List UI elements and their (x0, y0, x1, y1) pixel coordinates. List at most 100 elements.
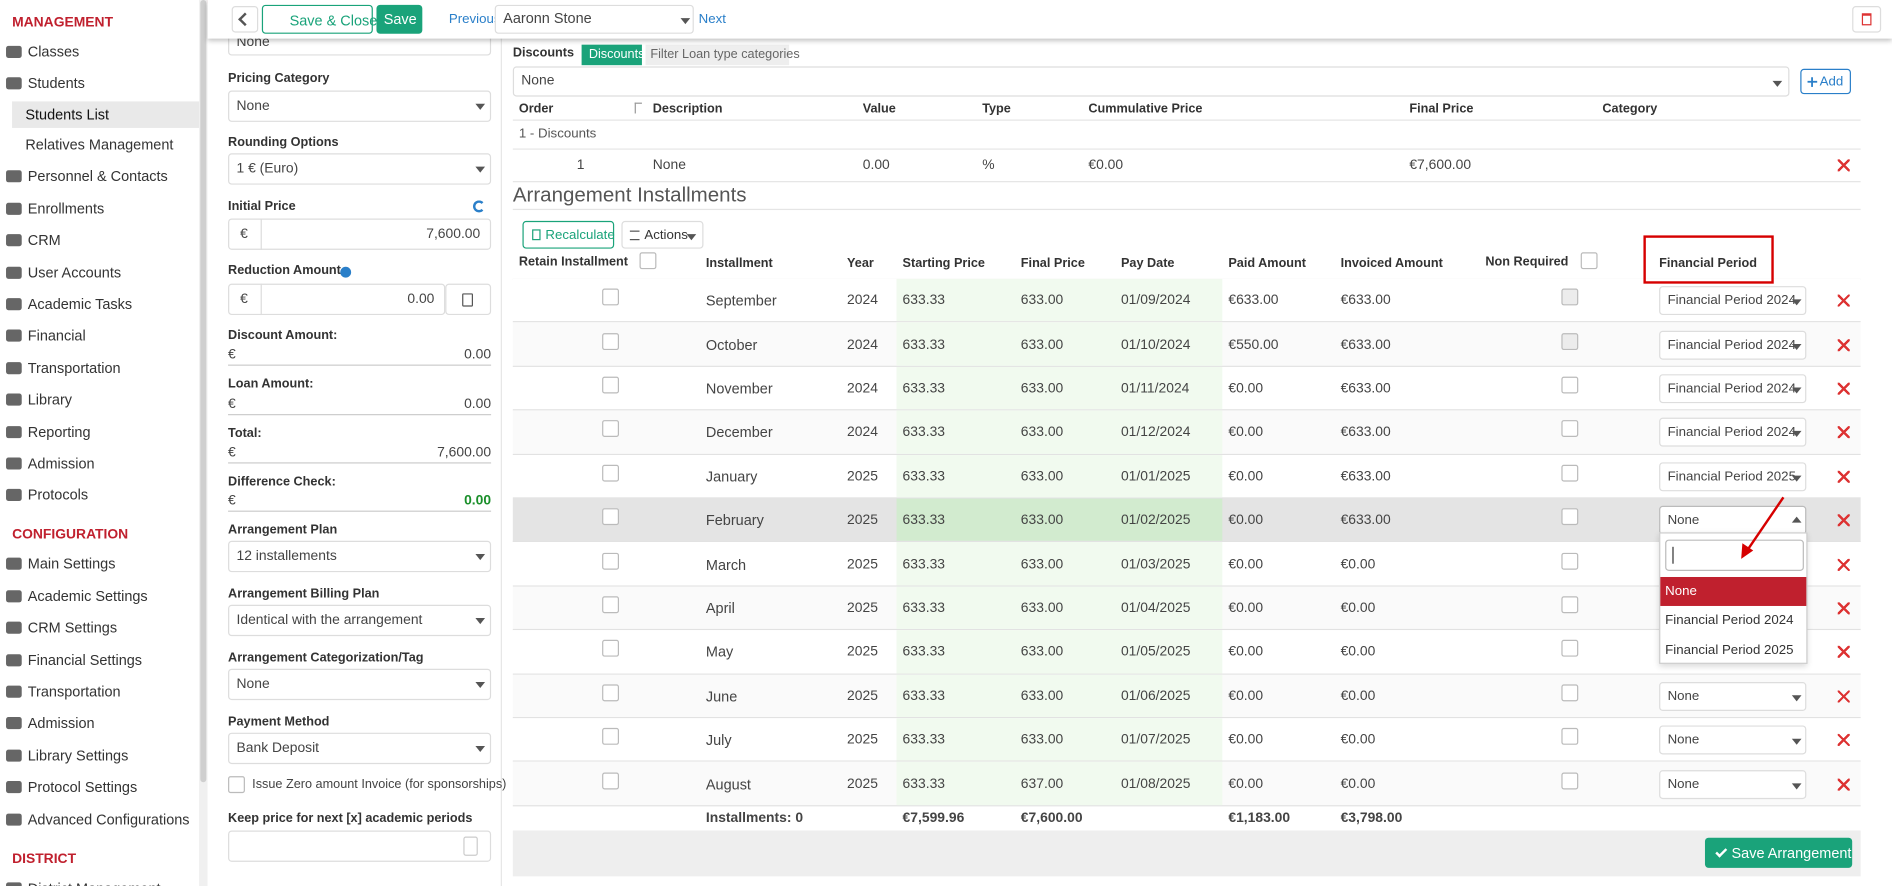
button-text[interactable]: Actions (644, 228, 688, 243)
checkbox[interactable] (602, 420, 620, 438)
nav-item[interactable]: Library (27, 391, 73, 409)
checkbox[interactable] (602, 464, 620, 482)
checkbox[interactable] (1561, 640, 1579, 658)
checkbox[interactable] (1561, 596, 1579, 614)
period-select[interactable] (1659, 769, 1807, 799)
delete-icon[interactable] (1837, 514, 1850, 527)
tab-text[interactable]: Discounts (588, 47, 645, 62)
checkbox[interactable] (602, 508, 620, 526)
button-text[interactable]: Save & Close (289, 12, 378, 29)
student-select[interactable] (494, 4, 694, 34)
delete-icon[interactable] (1837, 338, 1850, 351)
select[interactable] (228, 732, 492, 765)
nav-item[interactable]: CRM Settings (27, 619, 118, 637)
checkbox[interactable] (602, 288, 620, 306)
add-button[interactable]: Add (1800, 68, 1851, 95)
nav-item[interactable]: Main Settings (27, 555, 116, 573)
input[interactable] (228, 218, 492, 250)
delete-icon[interactable] (1837, 602, 1850, 615)
nav-item[interactable]: CRM (27, 231, 61, 249)
checkbox[interactable] (602, 684, 620, 702)
checkbox[interactable] (602, 332, 620, 350)
checkbox[interactable] (1561, 552, 1579, 570)
delete-icon[interactable] (1837, 294, 1850, 307)
checkbox[interactable] (1561, 288, 1579, 306)
checkbox[interactable] (602, 640, 620, 658)
delete-icon[interactable] (1837, 646, 1850, 659)
nav-item[interactable]: User Accounts (27, 263, 122, 281)
nav-item[interactable]: Transportation (27, 683, 121, 701)
checkbox[interactable] (1561, 376, 1579, 394)
nav-item[interactable]: Admission (27, 455, 95, 472)
previous-link[interactable]: Previous (448, 12, 501, 27)
period-select[interactable] (1659, 286, 1807, 316)
checkbox[interactable] (228, 776, 245, 794)
checkbox[interactable] (1561, 332, 1579, 350)
checkbox[interactable] (1561, 420, 1579, 438)
checkbox[interactable] (1561, 772, 1579, 789)
save-button[interactable]: Save (376, 4, 423, 34)
save-arrangement-button[interactable]: Save Arrangement (1704, 837, 1853, 868)
nav-item[interactable]: Personnel & Contacts (27, 168, 168, 186)
refresh-icon[interactable] (472, 200, 486, 213)
nav-item[interactable]: Students (27, 75, 85, 93)
period-select[interactable] (1659, 725, 1807, 755)
button-text[interactable]: Add (1819, 74, 1844, 90)
delete-icon[interactable] (1837, 778, 1850, 791)
select[interactable] (228, 540, 492, 573)
dropdown-option[interactable]: None (1660, 576, 1807, 606)
select[interactable] (228, 604, 492, 637)
checkbox[interactable] (1561, 508, 1579, 526)
tab[interactable]: Filter Loan type categories (645, 44, 800, 66)
dropdown-option[interactable]: Financial Period 2024 (1660, 606, 1806, 635)
period-select[interactable] (1659, 418, 1807, 448)
nav-item[interactable]: Protocol Settings (27, 778, 138, 796)
nav-item[interactable]: Classes (27, 43, 80, 61)
search-input[interactable] (1665, 539, 1804, 571)
recalculate-button[interactable]: Recalculate (522, 220, 615, 249)
nav-item[interactable]: Financial Settings (27, 651, 143, 669)
option-text[interactable]: Financial Period 2025 (1665, 643, 1794, 658)
period-select[interactable] (1659, 681, 1807, 711)
tab-text[interactable]: Filter Loan type categories (650, 47, 800, 62)
delete-icon[interactable] (1837, 734, 1850, 747)
calc-button[interactable] (445, 283, 492, 316)
checkbox[interactable] (1580, 252, 1598, 270)
nav-item[interactable]: Library Settings (27, 746, 129, 764)
checkbox[interactable] (1561, 728, 1579, 746)
nav-sub-item[interactable]: Relatives Management (25, 136, 174, 154)
checkbox[interactable] (1561, 684, 1579, 702)
nav-item[interactable]: Reporting (27, 423, 91, 441)
input[interactable] (228, 830, 492, 862)
input[interactable] (228, 283, 446, 316)
option-text[interactable]: Financial Period 2024 (1665, 613, 1794, 628)
nav-item[interactable]: Protocols (27, 486, 89, 504)
nav-item[interactable]: Transportation (27, 359, 121, 377)
nav-item[interactable]: Financial (27, 327, 86, 345)
nav-item[interactable]: Enrollments (27, 200, 105, 218)
select[interactable] (228, 668, 492, 701)
button-text[interactable]: Recalculate (545, 228, 615, 243)
checkbox[interactable] (602, 596, 620, 614)
delete-icon[interactable] (1837, 159, 1850, 172)
checkbox[interactable] (602, 772, 620, 789)
nav-item[interactable]: Academic Tasks (27, 295, 133, 313)
actions-button[interactable]: Actions (621, 220, 704, 249)
nav-item[interactable]: Academic Settings (27, 587, 148, 605)
checkbox[interactable] (602, 552, 620, 570)
save-close-button[interactable]: Save & Close (261, 4, 377, 34)
select[interactable] (228, 90, 492, 122)
delete-icon[interactable] (1837, 426, 1850, 439)
period-select[interactable] (1659, 374, 1807, 404)
button-text[interactable]: Save (383, 10, 417, 28)
button-text[interactable]: Save Arrangement (1731, 844, 1852, 862)
period-select[interactable] (1659, 462, 1807, 492)
nav-item[interactable]: Admission (27, 715, 95, 732)
next-link[interactable]: Next (698, 12, 726, 27)
nav-item[interactable]: District Management (28, 878, 161, 886)
period-select[interactable] (1659, 330, 1807, 360)
checkbox[interactable] (602, 728, 620, 746)
nav-sub-item[interactable]: Students List (25, 106, 110, 123)
checkbox[interactable] (602, 376, 620, 394)
delete-icon[interactable] (1837, 690, 1850, 703)
